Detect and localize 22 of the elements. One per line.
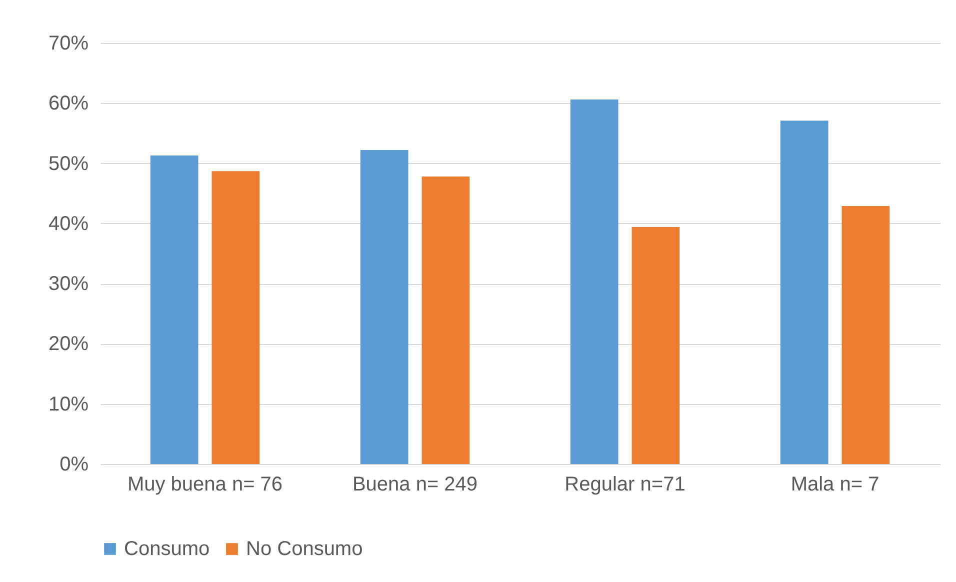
y-tick-label: 70% bbox=[48, 32, 89, 54]
bar bbox=[632, 227, 680, 464]
x-tick-label: Muy buena n= 76 bbox=[127, 474, 283, 496]
y-tick-label: 60% bbox=[48, 92, 89, 115]
y-tick-label: 40% bbox=[48, 212, 89, 235]
bar bbox=[360, 150, 408, 464]
x-tick-label: Buena n= 249 bbox=[352, 474, 478, 496]
bar bbox=[780, 120, 828, 464]
y-tick-label: 30% bbox=[48, 273, 89, 296]
y-tick-label: 20% bbox=[48, 333, 89, 356]
bar bbox=[842, 206, 890, 464]
bar bbox=[150, 155, 198, 464]
y-tick-label: 50% bbox=[48, 152, 89, 175]
x-tick-label: Regular n=71 bbox=[564, 474, 686, 496]
bar bbox=[422, 176, 470, 464]
bar bbox=[570, 100, 618, 464]
bar bbox=[212, 171, 260, 464]
y-tick-label: 10% bbox=[48, 393, 89, 416]
x-tick-label: Mala n= 7 bbox=[790, 474, 880, 496]
legend-label: Consumo bbox=[124, 538, 210, 560]
legend-label: No Consumo bbox=[246, 538, 363, 560]
y-tick-label: 0% bbox=[60, 454, 89, 476]
